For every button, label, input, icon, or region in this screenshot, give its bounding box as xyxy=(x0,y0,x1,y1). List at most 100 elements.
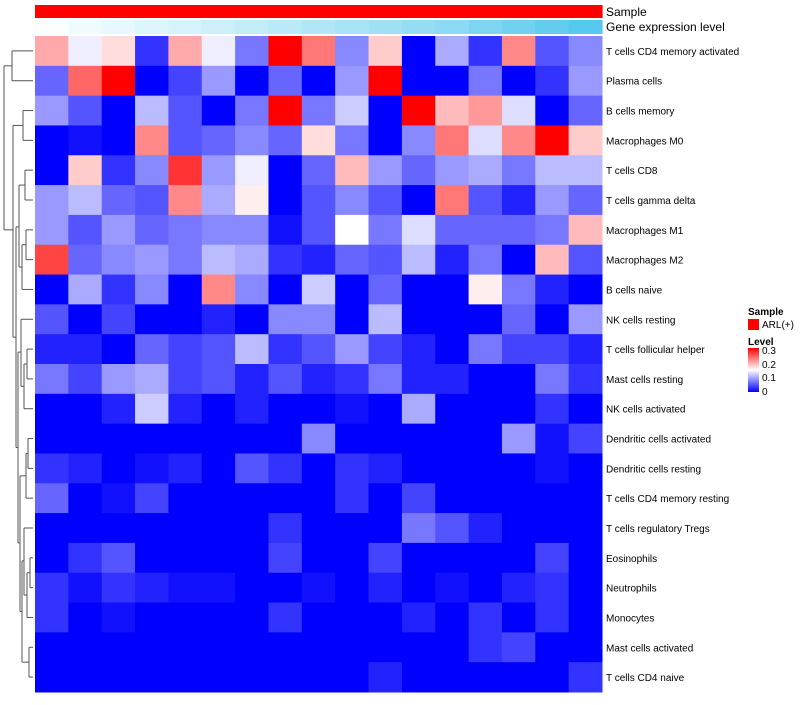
heatmap-cell xyxy=(568,36,603,67)
heatmap-cell xyxy=(368,65,403,97)
heatmap-cell xyxy=(535,513,570,544)
gene-expression-annotation-cell xyxy=(301,20,336,34)
heatmap-cell xyxy=(201,36,236,67)
heatmap-cell xyxy=(35,155,69,186)
heatmap-cell xyxy=(335,602,370,633)
heatmap-cell xyxy=(435,542,470,574)
heatmap-cell xyxy=(201,125,236,156)
heatmap-cell xyxy=(401,364,436,395)
heatmap-cell xyxy=(435,483,470,514)
heatmap-cell xyxy=(401,423,436,454)
heatmap-cell xyxy=(568,602,603,633)
sample-annotation-cell xyxy=(168,5,203,18)
heatmap-cell xyxy=(368,334,403,365)
heatmap-cell xyxy=(235,662,269,693)
heatmap-cell xyxy=(368,244,403,276)
heatmap-cell xyxy=(335,364,370,395)
heatmap-cell xyxy=(35,423,69,454)
row-label: Neutrophils xyxy=(606,584,657,595)
heatmap-cell xyxy=(101,244,136,276)
heatmap-cell xyxy=(268,572,303,604)
heatmap-cell xyxy=(168,393,203,425)
heatmap-cell xyxy=(35,304,69,335)
heatmap-cell xyxy=(68,453,103,484)
heatmap-cell xyxy=(468,602,503,633)
heatmap-cell xyxy=(535,364,570,395)
heatmap-cell xyxy=(468,244,503,276)
heatmap-cell xyxy=(501,125,536,156)
heatmap-cell xyxy=(268,334,303,365)
sample-annotation-cell xyxy=(501,5,536,18)
heatmap-cell xyxy=(435,214,470,246)
heatmap-cell xyxy=(268,274,303,305)
heatmap-cell xyxy=(468,155,503,186)
gene-expression-annotation-cell xyxy=(501,20,536,34)
sample-annotation-cell xyxy=(101,5,136,18)
heatmap-cell xyxy=(68,572,103,604)
heatmap-cell xyxy=(235,304,269,335)
heatmap-cell xyxy=(368,364,403,395)
heatmap-cell xyxy=(168,125,203,156)
heatmap-cell xyxy=(435,364,470,395)
heatmap-cell xyxy=(568,542,603,574)
heatmap-cell xyxy=(135,334,169,365)
heatmap-cell xyxy=(135,542,169,574)
row-label: Macrophages M1 xyxy=(606,226,684,237)
heatmap-cell xyxy=(435,602,470,633)
heatmap-cell xyxy=(35,364,69,395)
heatmap-cell xyxy=(68,542,103,574)
heatmap-cell xyxy=(335,334,370,365)
heatmap-cell xyxy=(201,364,236,395)
heatmap-cell xyxy=(401,155,436,186)
heatmap-cell xyxy=(101,483,136,514)
heatmap-cell xyxy=(235,155,269,186)
heatmap-cell xyxy=(568,423,603,454)
heatmap-cell xyxy=(201,274,236,305)
heatmap-cell xyxy=(68,185,103,216)
heatmap-cell xyxy=(401,304,436,335)
heatmap-cell xyxy=(401,662,436,693)
heatmap-cell xyxy=(168,65,203,97)
heatmap-cell xyxy=(68,393,103,425)
heatmap-cell xyxy=(368,185,403,216)
heatmap-cell xyxy=(301,393,336,425)
gene-expression-annotation-cell xyxy=(35,20,69,34)
heatmap-cell xyxy=(435,155,470,186)
heatmap-cell xyxy=(168,364,203,395)
heatmap-cell xyxy=(201,483,236,514)
heatmap-cell xyxy=(35,95,69,126)
heatmap-cell xyxy=(268,244,303,276)
heatmap-cell xyxy=(568,125,603,156)
row-label: NK cells resting xyxy=(606,315,675,326)
heatmap-cell xyxy=(268,95,303,126)
heatmap-cell xyxy=(401,244,436,276)
heatmap-cell xyxy=(501,304,536,335)
heatmap-cell xyxy=(335,632,370,663)
heatmap-cell xyxy=(401,513,436,544)
heatmap-cell xyxy=(135,65,169,97)
heatmap-cell xyxy=(468,364,503,395)
heatmap-cell xyxy=(135,95,169,126)
heatmap-cell xyxy=(268,304,303,335)
heatmap-cell xyxy=(168,334,203,365)
heatmap-cell xyxy=(468,453,503,484)
heatmap-cell xyxy=(268,542,303,574)
heatmap-cell xyxy=(501,364,536,395)
heatmap-cell xyxy=(501,602,536,633)
heatmap-cell xyxy=(68,125,103,156)
heatmap-cell xyxy=(435,334,470,365)
heatmap-cell xyxy=(568,214,603,246)
heatmap-cell xyxy=(68,632,103,663)
heatmap-cell xyxy=(401,214,436,246)
row-label: T cells follicular helper xyxy=(606,345,705,356)
heatmap-cell xyxy=(168,304,203,335)
heatmap-cell xyxy=(468,185,503,216)
heatmap-cell xyxy=(468,274,503,305)
heatmap-cell xyxy=(335,513,370,544)
sample-annotation-cell xyxy=(401,5,436,18)
heatmap-cell xyxy=(301,423,336,454)
heatmap-cell xyxy=(568,364,603,395)
heatmap-cell xyxy=(135,483,169,514)
heatmap-cell xyxy=(235,334,269,365)
heatmap-cell xyxy=(235,393,269,425)
